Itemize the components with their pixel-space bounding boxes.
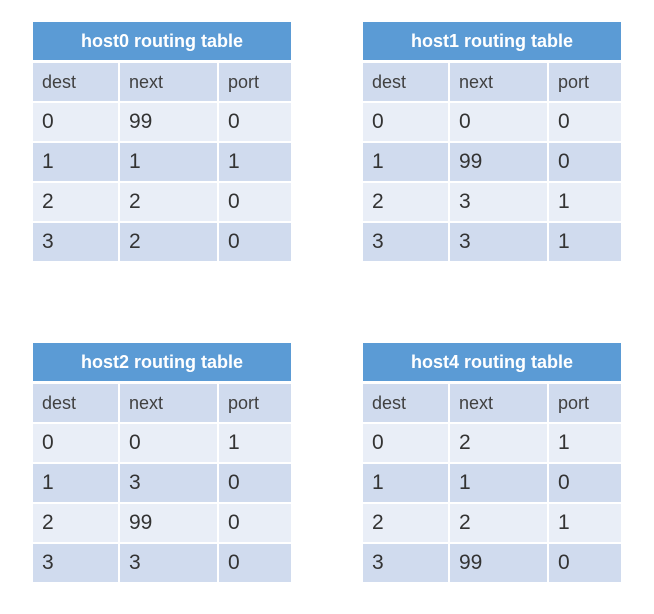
column-header-row: dest next port [33, 61, 291, 103]
cell-port: 0 [548, 142, 621, 183]
cell-next: 3 [449, 182, 549, 223]
cell-dest: 0 [33, 423, 120, 464]
table-title: host1 routing table [363, 22, 621, 63]
table-row: 2 3 1 [363, 182, 621, 223]
table-row: 0 0 1 [33, 423, 291, 464]
cell-port: 0 [218, 102, 291, 143]
table-row: 1 1 1 [33, 142, 291, 183]
cell-port: 0 [548, 463, 621, 504]
cell-next: 2 [119, 222, 219, 261]
cell-next: 2 [449, 423, 549, 464]
table-row: 3 3 1 [363, 222, 621, 261]
table-row: 2 2 0 [33, 182, 291, 223]
column-header-port: port [218, 382, 291, 424]
cell-dest: 2 [363, 182, 450, 223]
cell-dest: 2 [33, 182, 120, 223]
table-title: host4 routing table [363, 343, 621, 384]
routing-table-host2: host2 routing table dest next port 0 0 1… [33, 343, 291, 582]
cell-next: 99 [449, 142, 549, 183]
table-row: 2 2 1 [363, 503, 621, 544]
table-row: 1 99 0 [363, 142, 621, 183]
cell-dest: 1 [363, 463, 450, 504]
cell-dest: 3 [33, 222, 120, 261]
cell-port: 0 [218, 463, 291, 504]
cell-port: 1 [218, 423, 291, 464]
cell-dest: 1 [33, 142, 120, 183]
routing-table-host1: host1 routing table dest next port 0 0 0… [363, 22, 621, 261]
table-title: host0 routing table [33, 22, 291, 63]
cell-port: 1 [548, 503, 621, 544]
cell-next: 3 [449, 222, 549, 261]
table-row: 1 1 0 [363, 463, 621, 504]
column-header-row: dest next port [363, 61, 621, 103]
column-header-dest: dest [363, 61, 450, 103]
cell-next: 99 [119, 102, 219, 143]
cell-next: 0 [119, 423, 219, 464]
column-header-next: next [449, 61, 549, 103]
column-header-port: port [548, 61, 621, 103]
column-header-port: port [548, 382, 621, 424]
cell-port: 1 [548, 222, 621, 261]
cell-next: 2 [119, 182, 219, 223]
routing-table-host0: host0 routing table dest next port 0 99 … [33, 22, 291, 261]
cell-port: 0 [218, 182, 291, 223]
table-row: 2 99 0 [33, 503, 291, 544]
cell-port: 1 [548, 182, 621, 223]
cell-next: 0 [449, 102, 549, 143]
cell-next: 99 [119, 503, 219, 544]
column-header-dest: dest [33, 382, 120, 424]
column-header-dest: dest [33, 61, 120, 103]
cell-dest: 0 [363, 423, 450, 464]
cell-port: 0 [548, 543, 621, 582]
cell-dest: 0 [363, 102, 450, 143]
cell-dest: 3 [363, 543, 450, 582]
table-row: 3 3 0 [33, 543, 291, 582]
cell-next: 1 [449, 463, 549, 504]
routing-table-host4: host4 routing table dest next port 0 2 1… [363, 343, 621, 582]
table-row: 3 2 0 [33, 222, 291, 261]
cell-dest: 2 [363, 503, 450, 544]
cell-next: 99 [449, 543, 549, 582]
cell-dest: 1 [363, 142, 450, 183]
column-header-row: dest next port [33, 382, 291, 424]
cell-next: 3 [119, 543, 219, 582]
cell-port: 1 [218, 142, 291, 183]
cell-port: 0 [218, 222, 291, 261]
cell-dest: 2 [33, 503, 120, 544]
column-header-next: next [119, 61, 219, 103]
cell-next: 2 [449, 503, 549, 544]
column-header-row: dest next port [363, 382, 621, 424]
table-row: 0 2 1 [363, 423, 621, 464]
cell-port: 1 [548, 423, 621, 464]
cell-dest: 3 [363, 222, 450, 261]
cell-port: 0 [218, 503, 291, 544]
column-header-port: port [218, 61, 291, 103]
table-row: 0 0 0 [363, 102, 621, 143]
table-row: 3 99 0 [363, 543, 621, 582]
cell-port: 0 [548, 102, 621, 143]
cell-dest: 1 [33, 463, 120, 504]
cell-dest: 3 [33, 543, 120, 582]
table-title: host2 routing table [33, 343, 291, 384]
column-header-next: next [119, 382, 219, 424]
cell-dest: 0 [33, 102, 120, 143]
table-row: 1 3 0 [33, 463, 291, 504]
table-row: 0 99 0 [33, 102, 291, 143]
cell-next: 1 [119, 142, 219, 183]
column-header-dest: dest [363, 382, 450, 424]
cell-port: 0 [218, 543, 291, 582]
cell-next: 3 [119, 463, 219, 504]
column-header-next: next [449, 382, 549, 424]
